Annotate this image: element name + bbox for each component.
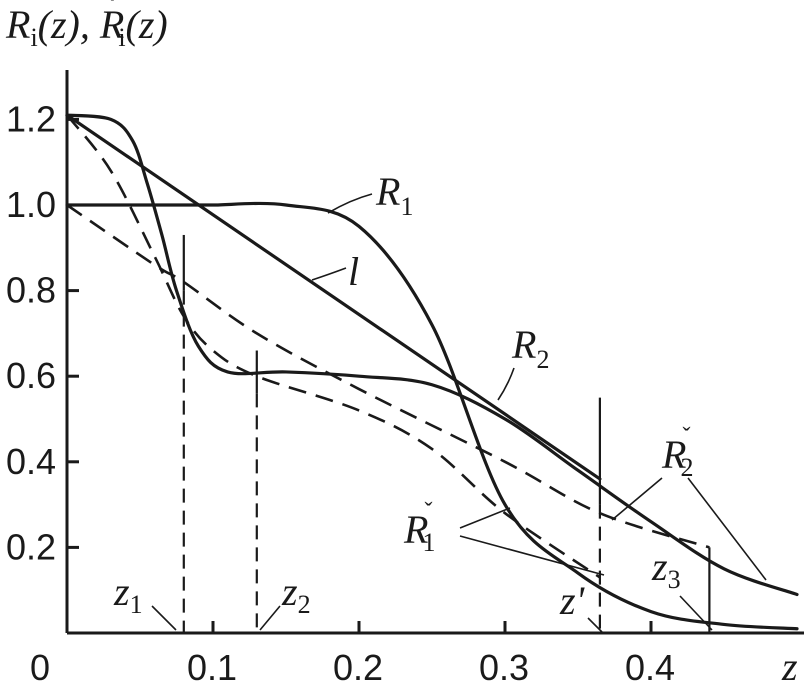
label-r2: R2 xyxy=(511,322,549,374)
y-tick-label: 1.0 xyxy=(6,184,56,225)
leader-r2-check-a xyxy=(611,477,663,521)
leader-z2 xyxy=(259,605,281,631)
x-tick-label: 0.4 xyxy=(625,647,675,688)
annotations: R1 l R2 Rˇ 2 Rˇ 1 z1 z2 z' z3 xyxy=(113,169,767,633)
leader-r1-check-b xyxy=(459,535,605,576)
label-r1-check: Rˇ 1 xyxy=(403,499,435,557)
label-r2-check: Rˇ 2 xyxy=(661,424,693,482)
label-z2: z2 xyxy=(281,569,311,619)
leader-z3 xyxy=(679,595,713,631)
label-l: l xyxy=(348,249,359,294)
label-r1: R1 xyxy=(375,169,413,221)
solid-curves xyxy=(65,113,799,631)
x-tick-label: 0 xyxy=(30,647,50,688)
y-tick-label: 0.2 xyxy=(6,526,56,567)
tick-labels: 0.2 0.4 0.6 0.8 1.0 1.2 0 0.1 0.2 0.3 0.4 xyxy=(6,98,675,688)
series-2-solid xyxy=(65,113,602,481)
y-tick-label: 0.8 xyxy=(6,270,56,311)
x-axis-title: z xyxy=(781,644,798,689)
leader-z1 xyxy=(151,605,177,631)
x-tick-label: 0.1 xyxy=(187,647,237,688)
axes xyxy=(65,70,804,635)
leader-r1-check-a xyxy=(459,507,511,529)
leader-z-prime xyxy=(587,617,603,633)
x-tick-label: 0.2 xyxy=(333,647,383,688)
series-1-solid xyxy=(65,113,799,597)
leader-r1 xyxy=(327,193,373,214)
series-0-solid xyxy=(65,201,799,631)
markers xyxy=(182,234,711,633)
leader-l xyxy=(311,267,347,281)
y-tick-label: 0.4 xyxy=(6,441,56,482)
leader-r2-check-b xyxy=(687,477,767,581)
label-z1: z1 xyxy=(113,569,143,619)
x-tick-label: 0.3 xyxy=(479,647,529,688)
y-tick-label: 0.6 xyxy=(6,355,56,396)
y-axis-title: Ri(z), Rˇi(z) xyxy=(5,0,168,52)
y-tick-label: 1.2 xyxy=(6,98,56,139)
label-z-prime: z' xyxy=(559,578,586,623)
label-z3: z3 xyxy=(651,544,681,594)
leader-r2 xyxy=(497,367,515,401)
